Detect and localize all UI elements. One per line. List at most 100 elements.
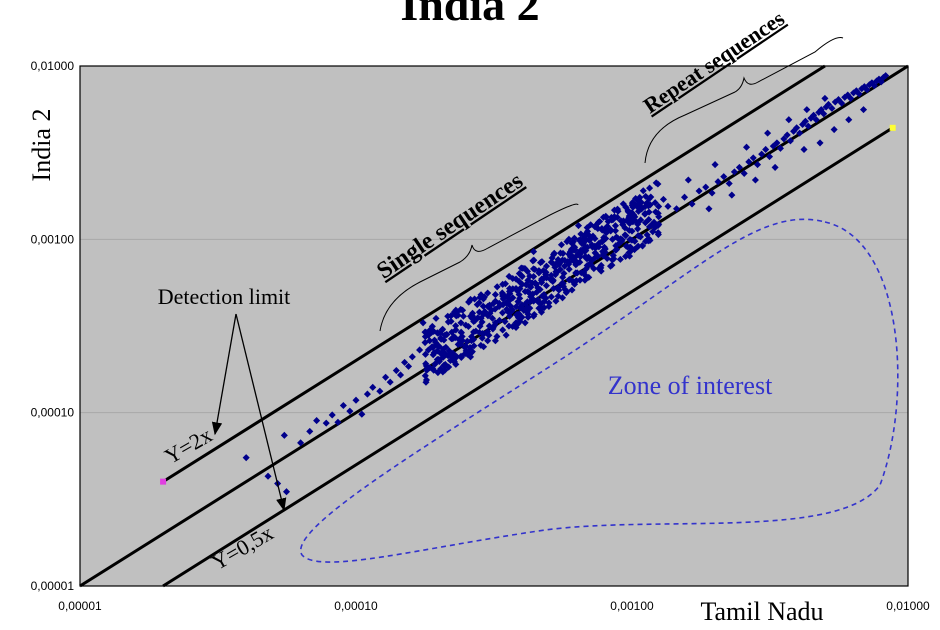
data-point [584, 253, 593, 261]
y-tick-label: 0,00100 [31, 232, 75, 246]
data-point [461, 344, 469, 352]
data-point [599, 213, 607, 221]
data-point [507, 307, 515, 315]
data-point [804, 122, 812, 130]
data-point [521, 319, 529, 327]
y-tick-label: 0,01000 [31, 59, 75, 73]
data-point [516, 317, 524, 325]
data-point [529, 257, 537, 265]
data-point [594, 218, 602, 226]
data-point [728, 191, 736, 199]
data-point [428, 343, 436, 351]
data-point [776, 144, 784, 152]
data-point [422, 360, 430, 368]
data-point [433, 356, 441, 364]
data-point [538, 292, 546, 300]
data-point [730, 168, 738, 176]
data-point [800, 145, 808, 153]
data-point [611, 222, 619, 230]
data-point [397, 371, 405, 379]
data-point [524, 313, 532, 321]
data-point [816, 139, 824, 147]
data-points [242, 72, 890, 496]
highlight-points [160, 124, 896, 485]
data-point [603, 228, 611, 236]
data-point [639, 187, 647, 195]
data-point [708, 189, 716, 197]
data-point [509, 322, 517, 331]
data-point [637, 216, 645, 224]
data-point [749, 154, 757, 162]
data-point [475, 308, 483, 316]
data-point [742, 143, 751, 151]
data-point [282, 488, 291, 496]
data-point [654, 231, 662, 239]
data-point [643, 199, 651, 207]
data-point [882, 72, 890, 80]
data-point [636, 203, 644, 212]
data-point [830, 125, 838, 134]
data-point [484, 312, 492, 320]
data-point [514, 298, 522, 306]
data-point [557, 241, 565, 249]
data-point [838, 99, 846, 107]
data-point [793, 124, 801, 132]
data-point [765, 153, 774, 161]
data-point [559, 282, 567, 290]
data-point [484, 337, 492, 345]
data-point [771, 163, 779, 171]
data-point [453, 353, 461, 361]
data-point [472, 327, 480, 335]
data-point [322, 419, 330, 427]
data-point [339, 401, 347, 410]
data-point [714, 178, 722, 186]
repeat-sequences-brace [644, 37, 844, 164]
highlight-point [889, 124, 896, 131]
data-point [828, 104, 836, 112]
data-point [565, 265, 573, 273]
data-point [313, 417, 321, 425]
data-point [495, 316, 503, 324]
data-point [471, 295, 479, 303]
data-point [475, 299, 483, 307]
data-point [542, 282, 550, 290]
y-tick-label: 0,00010 [31, 406, 75, 420]
data-point [594, 252, 602, 260]
data-point [437, 365, 445, 373]
data-point [527, 293, 535, 301]
data-point [847, 94, 855, 102]
data-point [547, 293, 555, 301]
data-point [655, 202, 663, 210]
data-point [491, 321, 499, 329]
data-point [572, 261, 580, 269]
data-point [456, 335, 464, 343]
data-point [537, 300, 545, 308]
data-point [725, 179, 733, 188]
data-point [619, 221, 627, 229]
x-tick-label: 0,00001 [58, 599, 102, 613]
zone-of-interest-label: Zone of interest [608, 371, 773, 400]
data-point [477, 291, 485, 299]
data-point [634, 225, 642, 233]
data-point [459, 306, 467, 314]
data-point [603, 254, 611, 263]
data-point [646, 184, 654, 192]
data-point [501, 317, 509, 326]
data-point [537, 308, 546, 316]
data-point [464, 322, 473, 331]
data-point [437, 349, 445, 357]
data-point [796, 129, 804, 137]
data-point [401, 358, 409, 366]
data-point [635, 197, 643, 205]
data-point [478, 334, 486, 342]
data-point [555, 260, 563, 268]
data-point [673, 205, 681, 213]
data-point [452, 322, 460, 330]
data-point [392, 367, 400, 375]
data-point [594, 225, 602, 233]
data-point [688, 200, 696, 208]
data-point [419, 319, 427, 327]
data-point [432, 314, 440, 322]
data-point [625, 226, 633, 234]
data-point [404, 362, 413, 370]
